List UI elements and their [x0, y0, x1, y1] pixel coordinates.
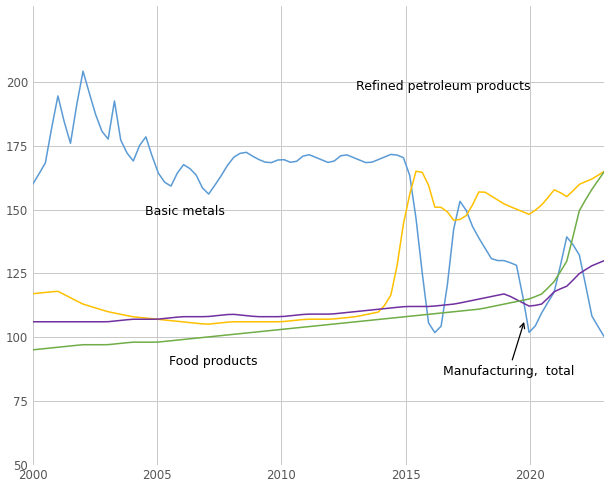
- Text: Basic metals: Basic metals: [145, 204, 224, 218]
- Text: Food products: Food products: [170, 355, 258, 368]
- Text: Manufacturing,  total: Manufacturing, total: [443, 323, 574, 378]
- Text: Refined petroleum products: Refined petroleum products: [356, 80, 531, 93]
